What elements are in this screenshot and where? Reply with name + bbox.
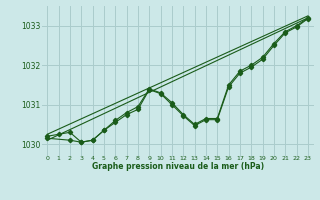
X-axis label: Graphe pression niveau de la mer (hPa): Graphe pression niveau de la mer (hPa) <box>92 162 264 171</box>
